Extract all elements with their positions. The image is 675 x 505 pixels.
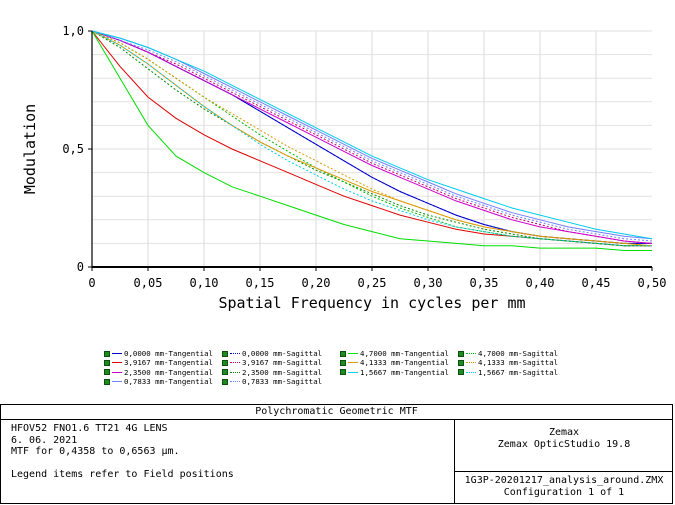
y-tick-label: 0 xyxy=(77,260,84,274)
series-line xyxy=(91,30,653,244)
legend-swatch xyxy=(230,371,240,373)
x-tick-label: 0 xyxy=(88,276,95,290)
analysis-title: Polychromatic Geometric MTF xyxy=(1,405,672,420)
lens-title: HFOV52 FNO1.6 TT21 4G LENS xyxy=(11,423,168,434)
legend-item: 0,7833 mm-Sagittal xyxy=(222,377,322,386)
legend-checkbox-icon xyxy=(104,378,110,385)
series-line xyxy=(91,30,653,244)
x-tick-label: 0,50 xyxy=(638,276,667,290)
legend-swatch xyxy=(230,362,240,364)
legend-label: 4,1333 mm-Tangential xyxy=(360,358,449,368)
x-tick-label: 0,10 xyxy=(190,276,219,290)
legend-checkbox-icon xyxy=(104,369,110,376)
series-line xyxy=(91,30,653,240)
legend-label: 2,3500 mm-Sagittal xyxy=(242,367,323,377)
legend-checkbox-icon xyxy=(104,350,110,357)
legend-label: 4,7000 mm-Tangential xyxy=(360,348,449,358)
y-tick-label: 0,5 xyxy=(62,142,84,156)
product-name: Zemax OpticStudio 19.8 xyxy=(497,438,631,450)
axes xyxy=(88,30,653,271)
series-line xyxy=(91,30,652,247)
series-line xyxy=(91,30,653,240)
legend-swatch xyxy=(466,362,476,364)
legend-note: Legend items refer to Field positions xyxy=(11,469,234,480)
legend: 0,0000 mm-Tangential 0,0000 mm-Sagittal 4,… xyxy=(104,349,574,391)
y-axis-label: Modulation xyxy=(21,104,39,194)
y-tick-label: 1,0 xyxy=(62,24,84,38)
legend-swatch xyxy=(112,353,122,354)
legend-checkbox-icon xyxy=(222,369,228,376)
software-info: Zemax Zemax OpticStudio 19.8 xyxy=(454,420,673,472)
x-axis-label: Spatial Frequency in cycles per mm xyxy=(218,294,525,312)
mtf-chart: 0 0,05 0,10 0,15 0,20 0,25 0,30 0,35 0,40 0,45 0,5… xyxy=(21,24,666,312)
legend-checkbox-icon xyxy=(458,359,464,366)
x-tick-label: 0,20 xyxy=(302,276,331,290)
series-layer xyxy=(91,30,653,251)
legend-item: 0,7833 mm-Tangential xyxy=(104,377,213,386)
legend-item: 3,9167 mm-Sagittal xyxy=(222,358,322,367)
tick-labels: 0 0,05 0,10 0,15 0,20 0,25 0,30 0,35 0,40 0,45 0,5… xyxy=(62,24,666,290)
x-tick-label: 0,45 xyxy=(582,276,611,290)
series-line xyxy=(91,30,652,247)
legend-label: 3,9167 mm-Tangential xyxy=(124,358,213,368)
series-line xyxy=(91,30,652,251)
wavelength-range: MTF for 0,4358 to 0,6563 µm. xyxy=(11,446,180,457)
lens-info: HFOV52 FNO1.6 TT21 4G LENS 6. 06. 2021 M… xyxy=(1,420,454,504)
configuration: Configuration 1 of 1 xyxy=(503,486,625,498)
file-info: 1G3P-20201217_analysis_around.ZMX Config… xyxy=(454,472,673,504)
legend-swatch xyxy=(112,362,122,364)
legend-label: 0,7833 mm-Sagittal xyxy=(242,377,323,387)
legend-checkbox-icon xyxy=(222,350,228,357)
legend-item: 2,3500 mm-Tangential xyxy=(104,368,213,377)
legend-checkbox-icon xyxy=(222,359,228,366)
vendor-name: Zemax xyxy=(548,427,580,438)
legend-swatch xyxy=(112,381,122,383)
legend-item: 3,9167 mm-Tangential xyxy=(104,358,213,367)
x-tick-label: 0,25 xyxy=(358,276,387,290)
legend-item: 2,3500 mm-Sagittal xyxy=(222,368,322,377)
legend-label: 4,1333 mm-Sagittal xyxy=(478,358,559,368)
legend-checkbox-icon xyxy=(340,359,346,366)
x-tick-label: 0,15 xyxy=(246,276,275,290)
legend-label: 1,5667 mm-Sagittal xyxy=(478,367,559,377)
legend-item: 1,5667 mm-Tangential xyxy=(340,368,449,377)
file-name: 1G3P-20201217_analysis_around.ZMX xyxy=(464,475,664,486)
analysis-date: 6. 06. 2021 xyxy=(11,434,78,446)
info-panel: Polychromatic Geometric MTF HFOV52 FNO1.… xyxy=(0,404,673,504)
series-line xyxy=(91,30,652,247)
legend-swatch xyxy=(230,353,240,354)
x-tick-label: 0,40 xyxy=(526,276,555,290)
legend-swatch xyxy=(466,353,476,354)
legend-item: 1,5667 mm-Sagittal xyxy=(458,368,558,377)
legend-swatch xyxy=(230,381,240,383)
legend-swatch xyxy=(348,371,358,373)
legend-item: 4,7000 mm-Sagittal xyxy=(458,349,558,358)
legend-item: 4,1333 mm-Sagittal xyxy=(458,358,558,367)
legend-label: 0,0000 mm-Tangential xyxy=(124,348,213,358)
legend-label: 0,7833 mm-Tangential xyxy=(124,377,213,387)
legend-checkbox-icon xyxy=(340,350,346,357)
x-tick-label: 0,05 xyxy=(134,276,163,290)
series-line xyxy=(91,30,653,242)
legend-item: 0,0000 mm-Sagittal xyxy=(222,349,322,358)
legend-swatch xyxy=(348,353,358,354)
legend-swatch xyxy=(348,362,358,364)
legend-label: 3,9167 mm-Sagittal xyxy=(242,358,323,368)
legend-label: 4,7000 mm-Sagittal xyxy=(478,348,559,358)
legend-checkbox-icon xyxy=(458,350,464,357)
legend-item: 4,1333 mm-Tangential xyxy=(340,358,449,367)
legend-label: 1,5667 mm-Tangential xyxy=(360,367,449,377)
legend-item: 0,0000 mm-Tangential xyxy=(104,349,213,358)
legend-label: 2,3500 mm-Tangential xyxy=(124,367,213,377)
legend-swatch xyxy=(112,371,122,373)
legend-checkbox-icon xyxy=(104,359,110,366)
legend-label: 0,0000 mm-Sagittal xyxy=(242,348,323,358)
legend-checkbox-icon xyxy=(458,369,464,376)
x-tick-label: 0,35 xyxy=(470,276,499,290)
legend-checkbox-icon xyxy=(222,378,228,385)
legend-swatch xyxy=(466,371,476,373)
legend-item: 4,7000 mm-Tangential xyxy=(340,349,449,358)
legend-checkbox-icon xyxy=(340,369,346,376)
x-tick-label: 0,30 xyxy=(414,276,443,290)
